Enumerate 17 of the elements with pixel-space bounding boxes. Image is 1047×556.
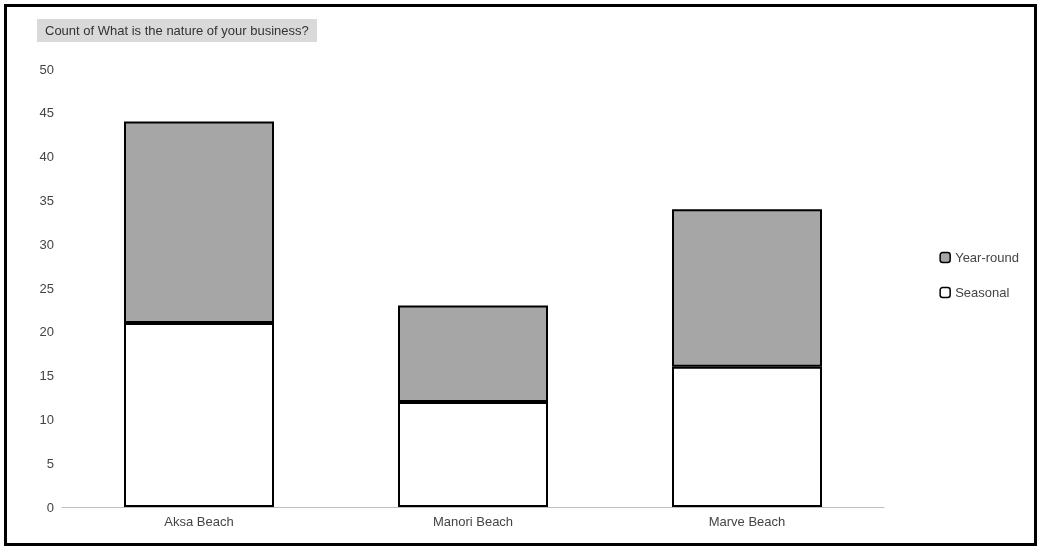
legend-label: Year-round xyxy=(955,250,1020,265)
y-tick-label: 0 xyxy=(46,499,54,515)
y-tick-label: 25 xyxy=(39,280,54,296)
y-tick-label: 40 xyxy=(39,149,54,165)
y-tick-label: 20 xyxy=(39,324,54,340)
x-tick-label: Manori Beach xyxy=(432,514,514,529)
x-tick-label: Marve Beach xyxy=(708,514,786,529)
y-tick-label: 30 xyxy=(39,236,54,252)
y-tick-label: 15 xyxy=(39,368,54,384)
chart-title: Count of What is the nature of your business? xyxy=(37,19,317,42)
y-tick-label: 45 xyxy=(39,105,54,121)
y-tick-label: 50 xyxy=(39,61,54,77)
y-tick-label: 5 xyxy=(46,455,54,471)
y-tick-label: 10 xyxy=(39,411,54,427)
y-tick-label: 35 xyxy=(39,192,54,208)
legend-label: Seasonal xyxy=(955,285,1010,300)
x-tick-label: Aksa Beach xyxy=(164,514,234,529)
